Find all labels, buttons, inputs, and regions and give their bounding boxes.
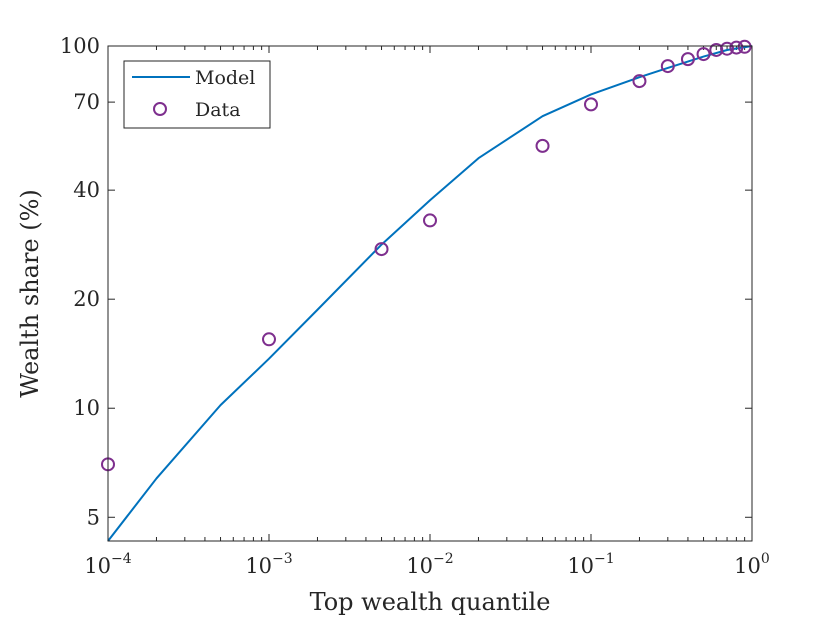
data-point [660,59,675,74]
data-point [423,213,437,228]
data-point [374,242,389,257]
x-tick-label-exponent: −3 [272,551,293,567]
x-tick-label: 10−4 [84,551,131,578]
series-line-model [107,45,753,542]
data-point [729,40,744,55]
x-axis-title: Top wealth quantile [310,588,551,616]
data-point [680,52,695,67]
data-point [737,39,752,54]
x-tick-label-base: 10 [406,554,433,578]
data-point [720,41,735,56]
y-tick-label: 40 [73,178,100,202]
data-point [632,74,647,89]
x-tick-label: 10−2 [406,551,453,578]
y-axis-title: Wealth share (%) [16,189,44,398]
x-tick-label-exponent: −4 [111,551,132,567]
legend: Model Data [123,60,271,129]
x-tick-label-exponent: −1 [594,551,615,567]
y-tick-label: 20 [73,287,100,311]
series-layer [101,39,753,542]
x-tick-label-base: 10 [734,554,761,578]
x-tick-label-exponent: 0 [761,551,770,567]
x-tick-label-base: 10 [245,554,272,578]
x-tick-label-base: 10 [84,554,111,578]
axes-box [107,45,753,542]
data-point [535,138,550,153]
x-tick-label: 10−1 [567,551,614,578]
y-tick-label: 5 [87,505,100,529]
x-tick-label-exponent: −2 [433,551,454,567]
x-tick-label: 10−3 [245,551,292,578]
legend-data-label: Data [195,99,241,121]
data-point [262,332,276,347]
legend-model-label: Model [195,67,255,89]
y-tick-label: 70 [73,90,100,114]
x-tick-label: 100 [734,551,770,578]
legend-box [123,60,271,129]
data-point [696,47,711,62]
y-tick-label: 10 [73,396,100,420]
data-point [709,42,724,57]
data-point [584,97,598,112]
x-tick-label-base: 10 [567,554,594,578]
y-tick-label: 100 [60,34,100,58]
legend-data-swatch [153,102,167,116]
